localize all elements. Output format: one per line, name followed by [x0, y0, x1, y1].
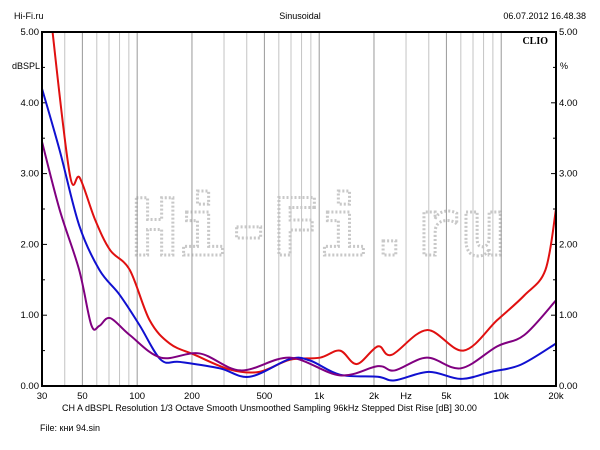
x-tick-label: 200 [184, 391, 200, 402]
y-tick-label-left: 1.00 [21, 310, 40, 321]
chart-title: Sinusoidal [279, 11, 321, 21]
y-axis-label-left: dBSPL [12, 61, 41, 71]
y-tick-label-left: 3.00 [21, 169, 40, 180]
series-line-blue [42, 88, 556, 382]
y-tick-label-right: 5.00 [559, 27, 578, 38]
header-left: Hi-Fi.ru [14, 11, 44, 21]
x-tick-label: 5k [441, 391, 451, 402]
x-tick-label: 500 [256, 391, 272, 402]
plot-frame [41, 31, 557, 387]
x-tick-label: 50 [77, 391, 88, 402]
y-tick-label-left: 5.00 [21, 27, 40, 38]
y-tick-label-right: 3.00 [559, 169, 578, 180]
y-tick-label-right: 0.00 [559, 381, 578, 392]
x-tick-label: 30 [37, 391, 48, 402]
settings-line: CH A dBSPL Resolution 1/3 Octave Smooth … [62, 403, 477, 413]
header-date: 06.07.2012 16.48.38 [503, 11, 586, 21]
x-tick-label: 10k [494, 391, 510, 402]
x-tick-label: 20k [548, 391, 564, 402]
y-tick-label-left: 4.00 [21, 98, 40, 109]
y-tick-label-right: 1.00 [559, 310, 578, 321]
x-tick-label: 2k [369, 391, 379, 402]
file-name: File: кни 94.sin [40, 423, 100, 433]
x-tick-label: 1k [314, 391, 324, 402]
y-tick-label-right: 2.00 [559, 239, 578, 250]
clio-logo: CLIO [522, 36, 548, 47]
y-tick-label-right: 4.00 [559, 98, 578, 109]
y-axis-label-right: % [560, 61, 569, 71]
y-tick-label-left: 0.00 [21, 381, 40, 392]
series-line-purple [42, 141, 556, 377]
x-tick-label: 100 [129, 391, 145, 402]
x-tick-label: Hz [400, 391, 412, 402]
y-tick-label-left: 2.00 [21, 239, 40, 250]
